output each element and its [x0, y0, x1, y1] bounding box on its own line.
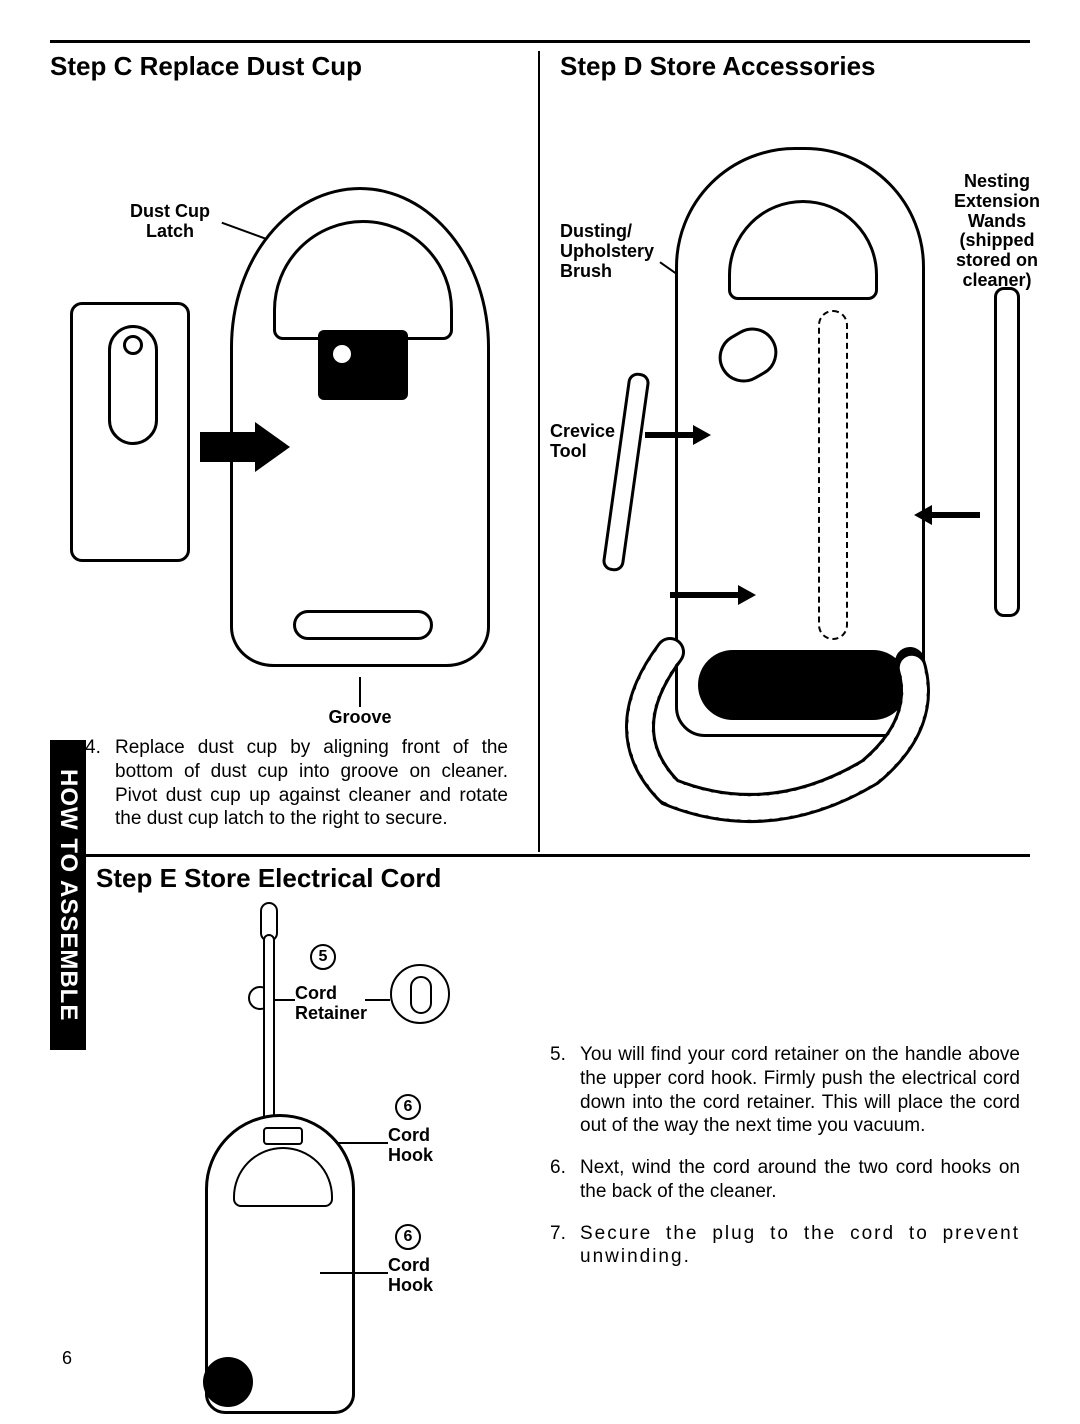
- nesting-wands-label: Nesting Extension Wands (shipped stored …: [954, 172, 1040, 291]
- step-e-num-6: 6.: [550, 1156, 580, 1204]
- dusting-brush-label: Dusting/ Upholstery Brush: [560, 222, 654, 281]
- step-e-right: 5. You will find your cord retainer on t…: [540, 863, 1030, 1424]
- callout-6b: 6: [395, 1224, 421, 1250]
- crevice-tool-icon: [601, 371, 651, 572]
- crevice-arrow2-icon: [670, 592, 740, 598]
- step-e-instruction-6: 6. Next, wind the cord around the two co…: [550, 1156, 1020, 1204]
- step-e-row: Step E Store Electrical Cord 5 Cord Reta…: [50, 863, 1030, 1424]
- retainer-detail-icon: [390, 964, 450, 1024]
- wand-arrow-icon: [930, 512, 980, 518]
- callout-6a-group: 6: [395, 1094, 421, 1120]
- cord-retainer-label: Cord Retainer: [295, 984, 367, 1024]
- step-c-instruction-number: 4.: [85, 736, 115, 831]
- step-e-diagram: 5 Cord Retainer 6 Cord Hook: [160, 904, 540, 1424]
- step-c-diagram: Dust Cup Latch: [50, 92, 518, 732]
- hose-icon: [590, 632, 950, 832]
- step-c-title: Step C Replace Dust Cup: [50, 51, 518, 82]
- step-e-text-6: Next, wind the cord around the two cord …: [580, 1156, 1020, 1204]
- hook-lower-pointer: [320, 1272, 388, 1274]
- callout-5: 5: [310, 944, 336, 970]
- top-two-column: Step C Replace Dust Cup Dust Cup Latch: [50, 51, 1030, 852]
- step-c-instruction: 4. Replace dust cup by aligning front of…: [85, 736, 518, 831]
- crevice-arrow-icon: [645, 432, 695, 438]
- insert-arrow-icon: [200, 432, 260, 462]
- shaft-icon: [263, 934, 275, 1144]
- step-e-instruction-7: 7. Secure the plug to the cord to preven…: [550, 1222, 1020, 1270]
- dust-cup-icon: [70, 302, 190, 562]
- step-e-left: Step E Store Electrical Cord 5 Cord Reta…: [50, 863, 540, 1424]
- groove-label-group: Groove: [310, 677, 410, 728]
- section-tab: HOW TO ASSEMBLE: [50, 740, 86, 1050]
- cord-hook-lower-label: Cord Hook: [388, 1256, 433, 1296]
- mid-rule: [50, 854, 1030, 857]
- step-d-diagram: Dusting/ Upholstery Brush Crevice Tool N…: [560, 92, 1030, 852]
- crevice-tool-label: Crevice Tool: [550, 422, 615, 462]
- cord-hook-upper-label: Cord Hook: [388, 1126, 433, 1166]
- step-e-instruction-5: 5. You will find your cord retainer on t…: [550, 1043, 1020, 1138]
- vacuum-lower-icon: [205, 1114, 355, 1414]
- section-tab-label: HOW TO ASSEMBLE: [54, 769, 82, 1021]
- step-e-text-5: You will find your cord retainer on the …: [580, 1043, 1020, 1138]
- step-e-text-7: Secure the plug to the cord to prevent u…: [580, 1222, 1020, 1270]
- callout-6b-group: 6: [395, 1224, 421, 1250]
- top-rule: [50, 40, 1030, 43]
- callout-6a: 6: [395, 1094, 421, 1120]
- retainer-pointer-r: [365, 999, 390, 1001]
- callout-5-group: 5: [310, 944, 336, 970]
- step-e-title: Step E Store Electrical Cord: [96, 863, 540, 894]
- step-e-num-5: 5.: [550, 1043, 580, 1138]
- step-d-column: Step D Store Accessories Dusting/ Uphols…: [540, 51, 1030, 852]
- step-d-title: Step D Store Accessories: [560, 51, 1030, 82]
- step-c-column: Step C Replace Dust Cup Dust Cup Latch: [50, 51, 540, 852]
- step-c-instruction-text: Replace dust cup by aligning front of th…: [115, 736, 508, 831]
- dust-cup-latch-label: Dust Cup Latch: [130, 202, 210, 242]
- step-e-num-7: 7.: [550, 1222, 580, 1270]
- groove-label: Groove: [310, 707, 410, 728]
- extension-wand-icon: [994, 287, 1020, 617]
- page-number: 6: [62, 1348, 72, 1369]
